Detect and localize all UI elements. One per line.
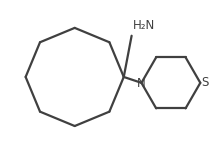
Text: S: S <box>201 76 209 89</box>
Text: H₂N: H₂N <box>133 19 155 32</box>
Text: N: N <box>137 77 146 90</box>
